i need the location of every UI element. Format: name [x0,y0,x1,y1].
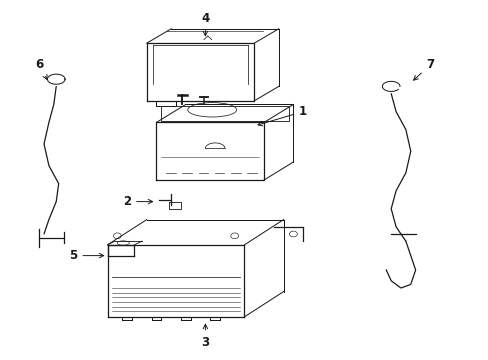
Text: 3: 3 [201,324,209,348]
Text: 4: 4 [201,12,209,36]
Text: 1: 1 [258,105,306,126]
Text: 5: 5 [69,249,103,262]
Text: 7: 7 [413,58,433,80]
Text: 2: 2 [123,195,152,208]
Text: 6: 6 [35,58,47,80]
